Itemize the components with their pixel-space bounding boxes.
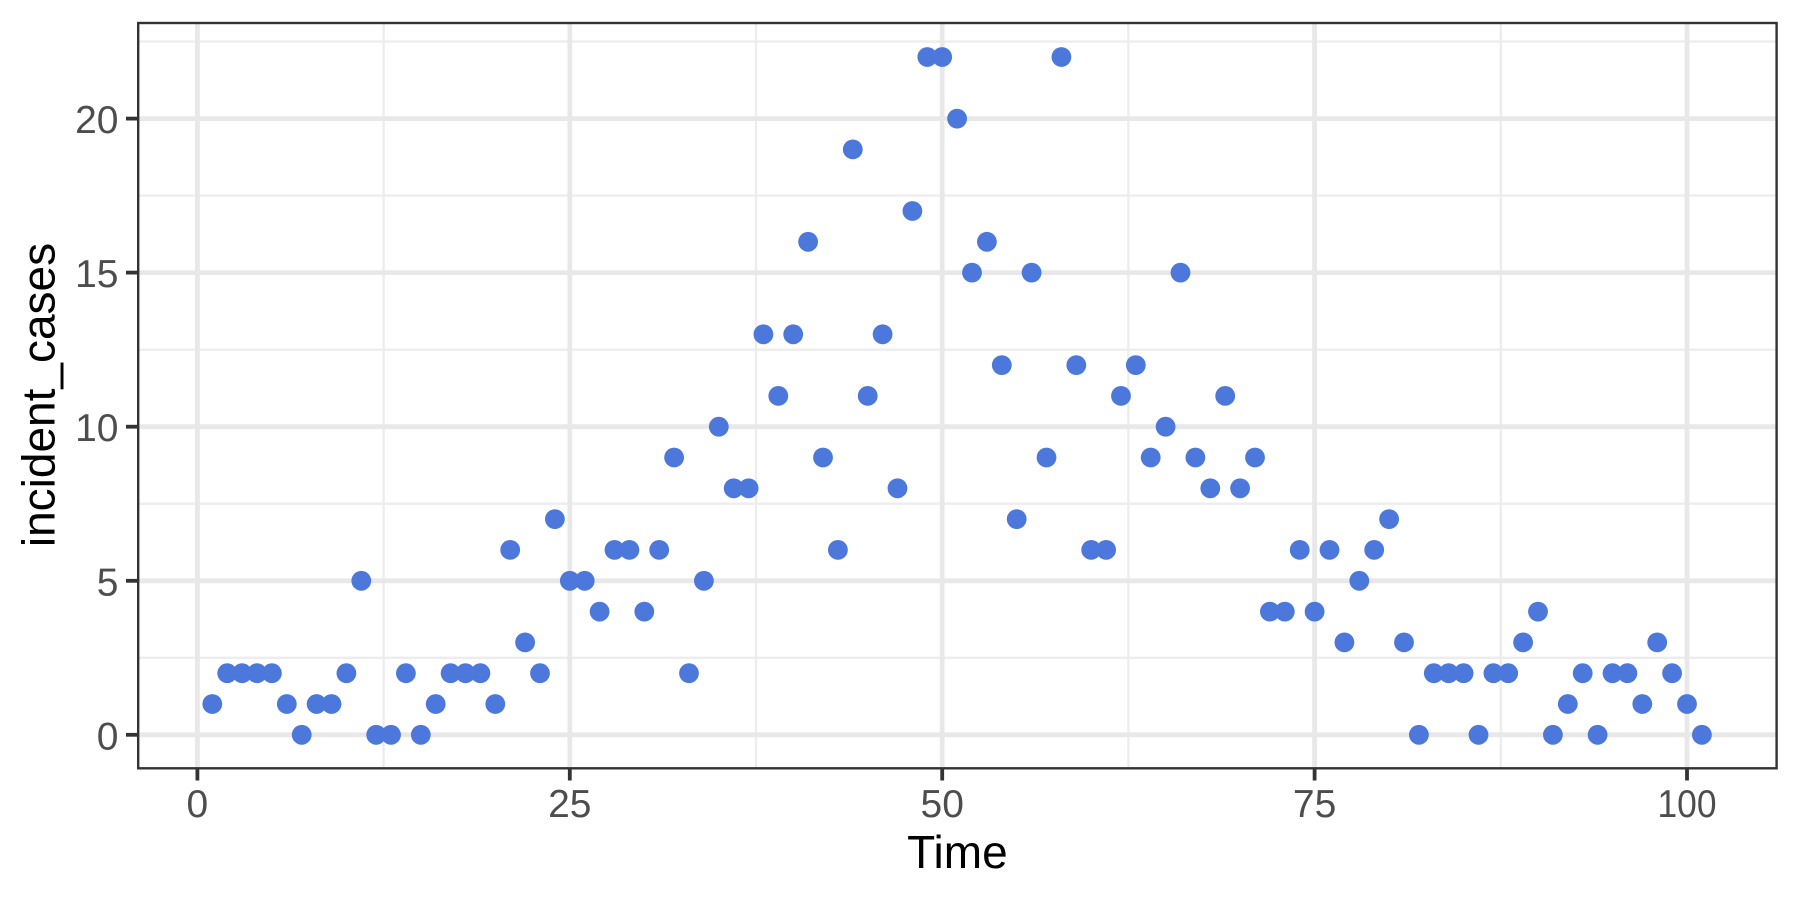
- svg-text:10: 10: [75, 407, 118, 450]
- svg-text:75: 75: [1293, 783, 1336, 826]
- svg-text:0: 0: [97, 715, 119, 758]
- svg-text:Time: Time: [907, 826, 1008, 878]
- svg-text:20: 20: [75, 99, 118, 142]
- svg-text:incident_cases: incident_cases: [13, 243, 65, 547]
- svg-text:50: 50: [921, 783, 964, 826]
- svg-text:15: 15: [75, 253, 118, 296]
- svg-text:100: 100: [1658, 783, 1717, 826]
- svg-text:5: 5: [97, 561, 119, 604]
- svg-text:0: 0: [187, 783, 209, 826]
- svg-text:25: 25: [548, 783, 591, 826]
